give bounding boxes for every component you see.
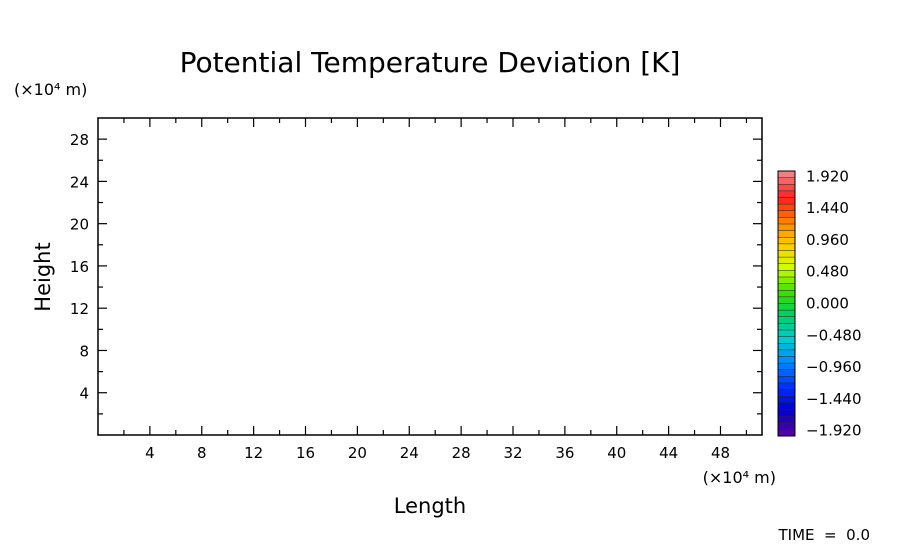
y-tick-label: 28: [70, 131, 89, 149]
x-tick-label: 16: [296, 444, 315, 462]
colorbar: 1.920 1.440 0.960 0.480 0.000 −0.480 −0.960 −1.…: [777, 167, 862, 440]
colorbar-segment: [778, 369, 795, 377]
colorbar-segment: [778, 389, 795, 397]
colorbar-label: 1.920: [806, 167, 849, 185]
x-tick-label: 36: [555, 444, 574, 462]
colorbar-segment: [778, 177, 795, 185]
colorbar-label: 0.960: [806, 231, 849, 249]
x-tick-label: 48: [711, 444, 730, 462]
colorbar-segment: [778, 250, 795, 258]
x-unit-label: (×10⁴ m): [703, 468, 776, 487]
x-tick-label: 12: [244, 444, 263, 462]
colorbar-segment: [778, 356, 795, 364]
colorbar-segment: [778, 263, 795, 271]
colorbar-label: 0.480: [806, 263, 849, 281]
colorbar-label: 1.440: [806, 199, 849, 217]
colorbar-segment: [778, 243, 795, 251]
colorbar-segment: [778, 171, 795, 178]
y-tick-label: 12: [70, 300, 89, 318]
colorbar-label: 0.000: [806, 295, 849, 313]
colorbar-label: −1.920: [806, 422, 862, 440]
chart-title: Potential Temperature Deviation [K]: [180, 46, 681, 79]
y-tick-label: 16: [70, 258, 89, 276]
colorbar-segment: [778, 363, 795, 371]
x-tick-label: 4: [145, 444, 155, 462]
colorbar-label: −0.480: [806, 326, 862, 344]
x-tick-label: 28: [452, 444, 471, 462]
colorbar-segment: [778, 204, 795, 212]
colorbar-segment: [778, 316, 795, 324]
colorbar-segment: [778, 310, 795, 318]
colorbar-segment: [778, 409, 795, 417]
colorbar-segment: [778, 197, 795, 205]
time-label: TIME = 0.0: [777, 526, 870, 544]
x-tick-label: 44: [659, 444, 678, 462]
colorbar-segment: [778, 283, 795, 291]
colorbar-segment: [778, 330, 795, 337]
y-tick-label: 20: [70, 216, 89, 234]
colorbar-segment: [778, 376, 795, 384]
colorbar-segment: [778, 402, 795, 410]
colorbar-segment: [778, 257, 795, 265]
colorbar-segment: [778, 237, 795, 245]
colorbar-segment: [778, 383, 795, 390]
colorbar-segment: [778, 336, 795, 344]
plot-area: [97, 117, 763, 436]
colorbar-segment: [778, 349, 795, 357]
colorbar-segment: [778, 429, 795, 437]
colorbar-segment: [778, 190, 795, 198]
x-tick-label: 40: [607, 444, 626, 462]
colorbar-segment: [778, 323, 795, 331]
colorbar-segment: [778, 396, 795, 404]
y-tick-label: 4: [79, 385, 89, 403]
colorbar-frame: [777, 170, 796, 437]
colorbar-segment: [778, 303, 795, 311]
x-tick-label: 8: [197, 444, 207, 462]
colorbar-segment: [778, 416, 795, 424]
x-tick-label: 32: [503, 444, 522, 462]
colorbar-segment: [778, 184, 795, 192]
colorbar-label: −1.440: [806, 390, 862, 408]
x-axis: 4 8 12 16 20 24 28 32 36 40 44 48: [123, 118, 748, 462]
colorbar-segment: [778, 230, 795, 238]
colorbar-segment: [778, 296, 795, 304]
x-tick-label: 24: [400, 444, 419, 462]
colorbar-segment: [778, 210, 795, 218]
x-tick-label: 20: [348, 444, 367, 462]
colorbar-segment: [778, 224, 795, 231]
colorbar-segment: [778, 290, 795, 298]
colorbar-segment: [778, 277, 795, 284]
y-tick-label: 8: [79, 342, 89, 360]
plot-frame: [97, 117, 763, 436]
colorbar-segment: [778, 422, 795, 430]
colorbar-segment: [778, 270, 795, 278]
colorbar-segment: [778, 217, 795, 225]
colorbar-label: −0.960: [806, 358, 862, 376]
y-unit-label: (×10⁴ m): [14, 80, 87, 99]
y-axis: 4 8 12 16 20 24 28: [70, 131, 762, 415]
y-axis-label: Height: [31, 242, 55, 311]
colorbar-segment: [778, 343, 795, 351]
x-axis-label: Length: [394, 494, 466, 518]
y-tick-label: 24: [70, 173, 89, 191]
